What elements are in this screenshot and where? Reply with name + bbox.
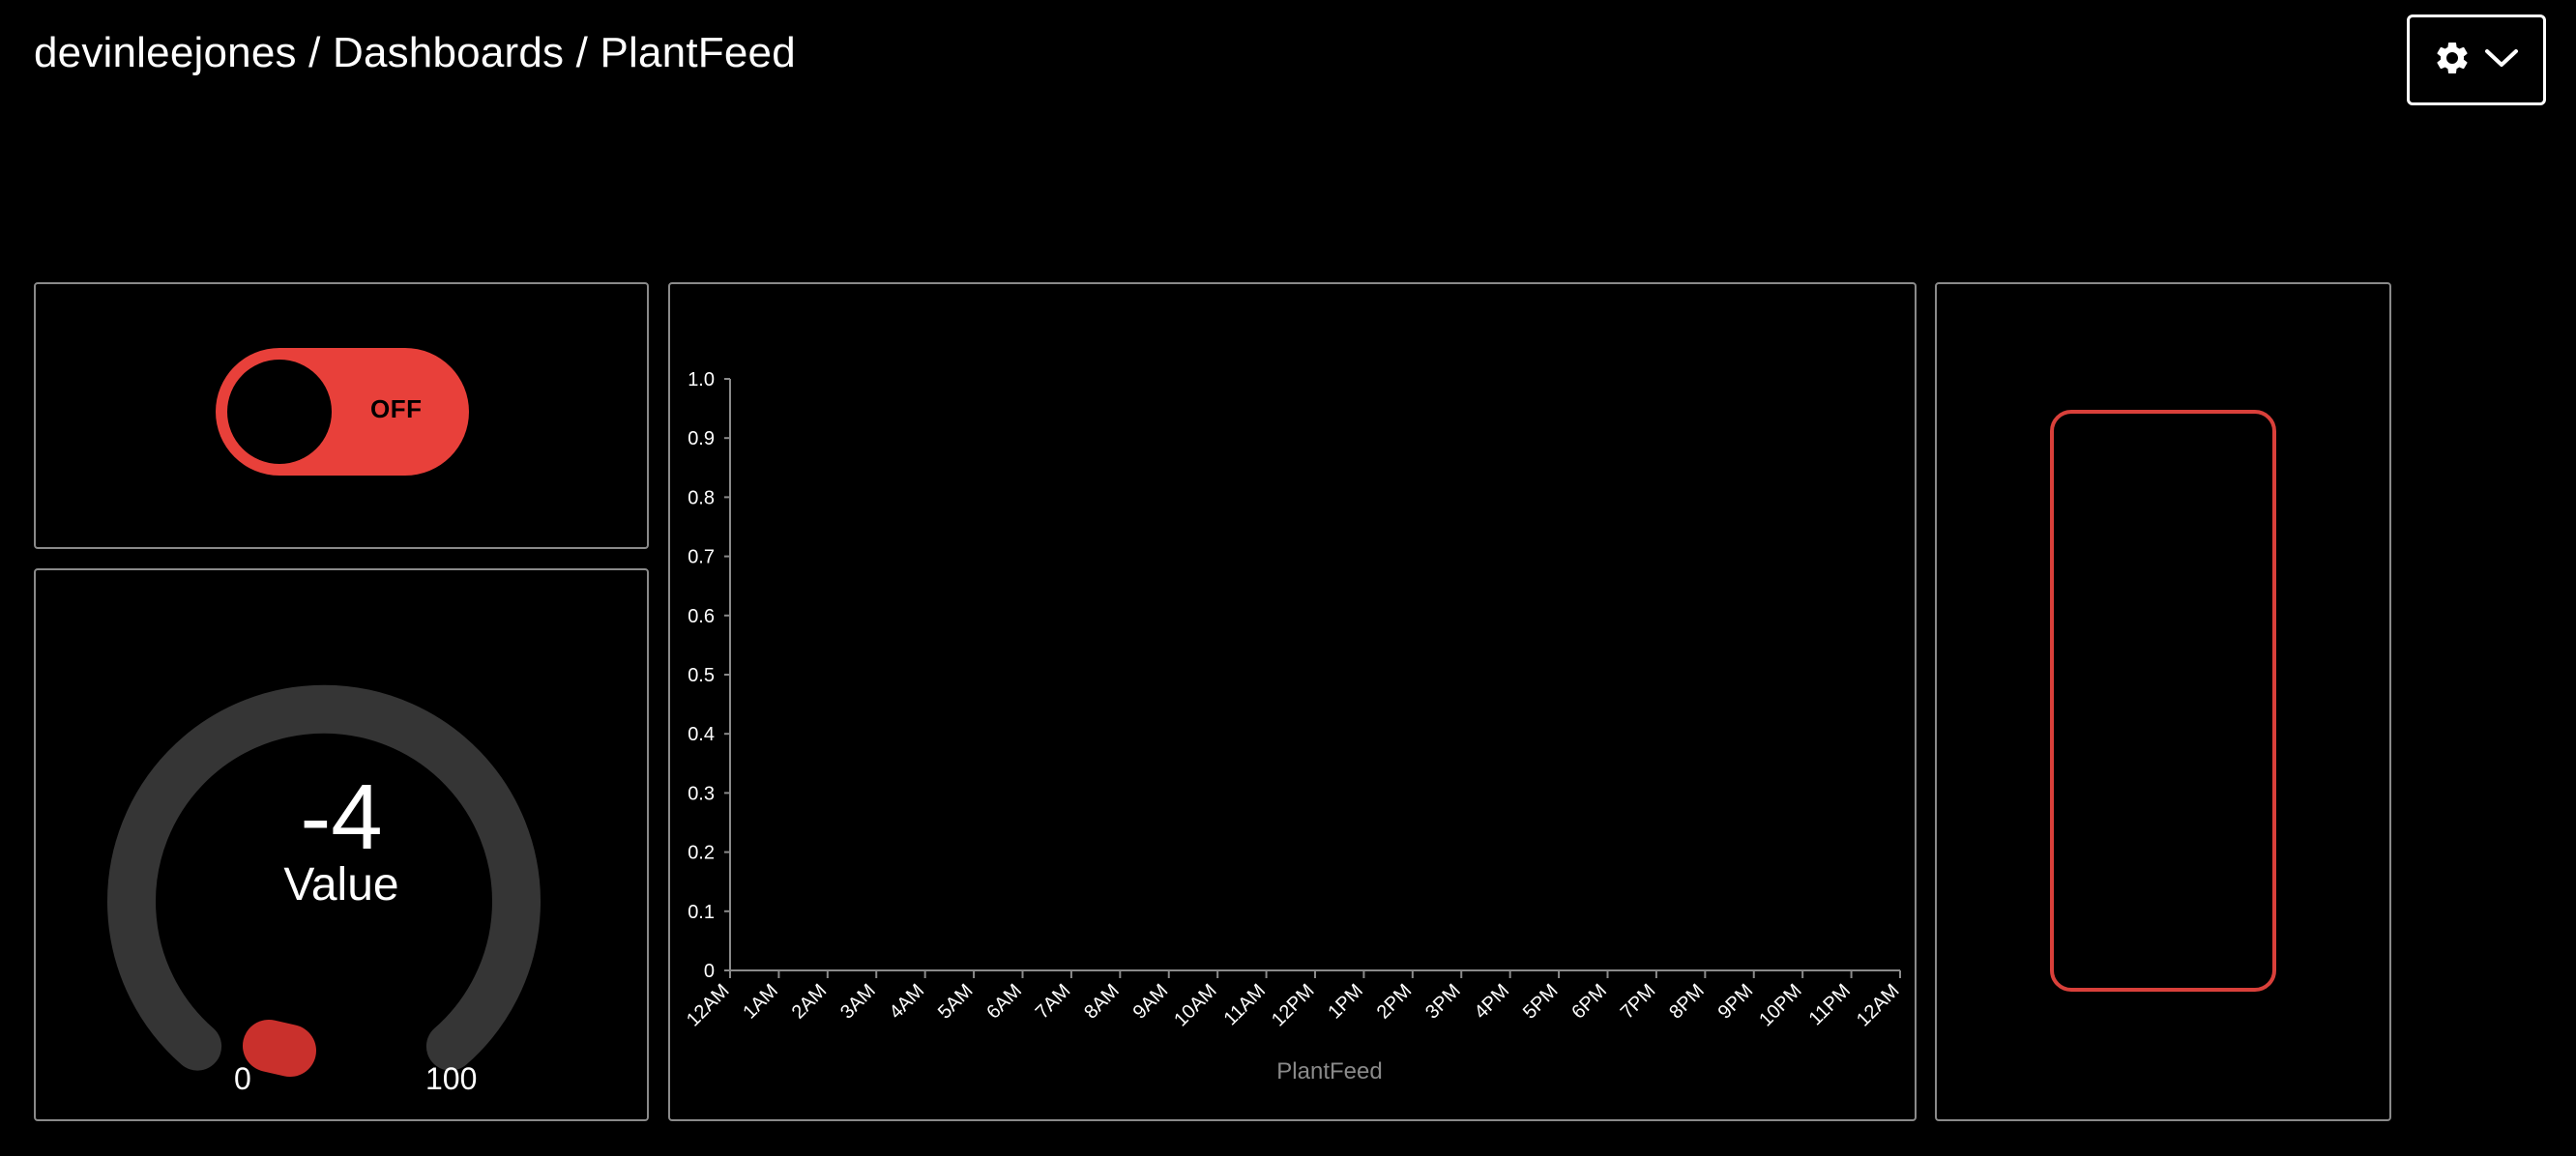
toggle-block: OFF bbox=[34, 282, 649, 549]
dashboard-settings-button[interactable] bbox=[2407, 14, 2546, 105]
x-tick-label: 12AM bbox=[683, 980, 734, 1031]
y-tick-label: 0.7 bbox=[688, 547, 715, 568]
x-tick-label: 9AM bbox=[1129, 980, 1173, 1024]
x-tick-label: 3PM bbox=[1421, 980, 1465, 1024]
gauge-value: -4 bbox=[300, 766, 383, 869]
indicator-light bbox=[2050, 410, 2276, 992]
gauge-title: Value bbox=[283, 859, 399, 910]
x-tick-label: 12AM bbox=[1853, 980, 1904, 1031]
power-toggle[interactable]: OFF bbox=[216, 348, 469, 476]
x-tick-label: 1AM bbox=[739, 980, 782, 1024]
toggle-knob bbox=[227, 360, 332, 464]
y-tick-label: 0.1 bbox=[688, 902, 715, 923]
page-title: devinleejones / Dashboards / PlantFeed bbox=[34, 29, 796, 76]
y-tick-label: 0.5 bbox=[688, 665, 715, 686]
y-tick-label: 0.9 bbox=[688, 428, 715, 449]
x-tick-label: 7AM bbox=[1032, 980, 1075, 1024]
y-tick-label: 0.6 bbox=[688, 606, 715, 627]
y-tick-label: 0 bbox=[704, 961, 715, 982]
x-tick-label: 5AM bbox=[934, 980, 978, 1024]
line-chart-block: 0 0.1 0.2 0.3 0.4 0.5 0.6 0.7 0.8 0.9 1.0 12AM 1AM 2A… bbox=[668, 282, 1917, 1121]
x-tick-label: 2AM bbox=[788, 980, 832, 1024]
gauge-min-label: 0 bbox=[234, 1061, 251, 1096]
y-tick-label: 1.0 bbox=[688, 369, 715, 390]
y-tick-label: 0.2 bbox=[688, 843, 715, 864]
x-tick-label: 8PM bbox=[1665, 980, 1709, 1024]
indicator-block bbox=[1935, 282, 2391, 1121]
x-tick-label: 3AM bbox=[836, 980, 880, 1024]
x-tick-label: 10AM bbox=[1170, 980, 1221, 1031]
x-tick-label: 7PM bbox=[1617, 980, 1660, 1024]
gear-icon bbox=[2433, 39, 2472, 82]
x-tick-label: 6AM bbox=[982, 980, 1026, 1024]
x-tick-label: 12PM bbox=[1268, 980, 1319, 1031]
gauge-graphic bbox=[107, 684, 541, 1077]
y-tick-label: 0.3 bbox=[688, 783, 715, 804]
y-tick-label: 0.8 bbox=[688, 487, 715, 508]
x-tick-label: 4AM bbox=[886, 980, 929, 1024]
x-tick-label: 5PM bbox=[1519, 980, 1563, 1024]
gauge-track bbox=[107, 684, 541, 1071]
x-tick-label: 6PM bbox=[1567, 980, 1611, 1024]
y-tick-label: 0.4 bbox=[688, 724, 715, 745]
x-tick-label: 8AM bbox=[1080, 980, 1124, 1024]
gauge-max-label: 100 bbox=[425, 1061, 478, 1096]
x-tick-label: 11AM bbox=[1220, 980, 1270, 1029]
toggle-state-label: OFF bbox=[370, 394, 423, 423]
x-tick-label: 10PM bbox=[1755, 980, 1806, 1031]
x-tick-label: 4PM bbox=[1471, 980, 1514, 1024]
gauge-block: -4 Value 0 100 bbox=[34, 568, 649, 1121]
chevron-down-icon bbox=[2483, 45, 2520, 75]
x-tick-label: 2PM bbox=[1373, 980, 1417, 1024]
x-axis-title: PlantFeed bbox=[1276, 1058, 1382, 1084]
x-tick-label: 1PM bbox=[1324, 980, 1367, 1024]
x-tick-label: 9PM bbox=[1714, 980, 1758, 1024]
x-tick-label: 11PM bbox=[1805, 980, 1855, 1029]
gauge-marker bbox=[243, 1020, 316, 1077]
